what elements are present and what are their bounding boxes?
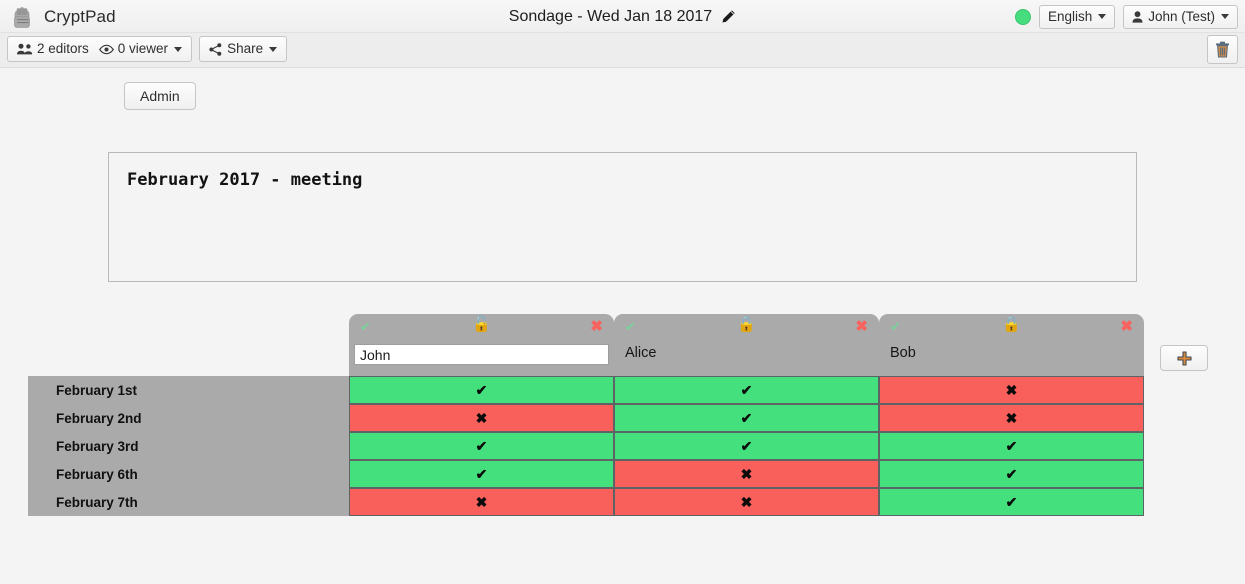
user-label: John (Test)	[1148, 8, 1215, 24]
poll-header-row: ✔ 🔓 ✖ ✔ 🔒 ✖ Alice ✔ 🔒 ✖ Bob	[28, 314, 1240, 376]
users-icon	[17, 43, 33, 55]
page-title: Sondage - Wed Jan 18 2017	[508, 7, 713, 25]
poll-row-label: February 6th	[28, 460, 349, 488]
remove-x-icon[interactable]: ✖	[590, 318, 603, 335]
pencil-check-icon[interactable]: ✔	[625, 319, 636, 334]
poll-row-label: February 2nd	[28, 404, 349, 432]
chevron-down-icon	[174, 46, 183, 52]
viewers-group: 0 viewer	[98, 41, 169, 57]
viewers-label: 0 viewer	[117, 41, 169, 56]
column-name-input-john[interactable]	[354, 344, 609, 365]
share-icon	[209, 42, 222, 56]
locked-padlock-icon[interactable]: 🔒	[1002, 316, 1021, 333]
delete-button[interactable]	[1207, 35, 1238, 64]
table-row: February 3rd ✔ ✔ ✔	[28, 432, 1240, 460]
userlist-button[interactable]: 2 editors 0 viewer	[7, 36, 193, 62]
user-icon	[1132, 10, 1143, 23]
vote-cell-bob-1[interactable]: ✖	[879, 376, 1144, 404]
pencil-icon[interactable]	[721, 9, 736, 24]
chevron-down-icon	[269, 46, 278, 52]
vote-cell-alice-1[interactable]: ✔	[614, 376, 879, 404]
chevron-down-icon	[1221, 14, 1229, 19]
vote-cell-john-2[interactable]: ✖	[349, 404, 614, 432]
cryptpad-fist-logo	[14, 6, 30, 28]
table-row: February 1st ✔ ✔ ✖	[28, 376, 1240, 404]
vote-cell-bob-3[interactable]: ✔	[879, 432, 1144, 460]
poll-header-spacer	[28, 314, 349, 376]
column-header-icons: ✔ 🔓 ✖	[349, 314, 614, 342]
language-button[interactable]: English	[1038, 4, 1116, 29]
pencil-check-icon[interactable]: ✔	[890, 319, 901, 334]
column-header-icons: ✔ 🔒 ✖	[879, 314, 1144, 342]
plus-icon	[1176, 350, 1192, 366]
vote-cell-bob-4[interactable]: ✔	[879, 460, 1144, 488]
user-menu-button[interactable]: John (Test)	[1123, 4, 1238, 29]
poll-description-text: February 2017 - meeting	[127, 170, 363, 190]
remove-x-icon[interactable]: ✖	[855, 318, 868, 335]
green-connection-dot	[1014, 8, 1031, 25]
vote-cell-bob-2[interactable]: ✖	[879, 404, 1144, 432]
vote-cell-john-4[interactable]: ✔	[349, 460, 614, 488]
chevron-down-icon	[1098, 14, 1107, 19]
brand-name: CryptPad	[44, 6, 116, 26]
poll-column-header-alice: ✔ 🔒 ✖ Alice	[614, 314, 879, 376]
column-header-icons: ✔ 🔒 ✖	[614, 314, 879, 342]
locked-padlock-icon[interactable]: 🔒	[737, 316, 756, 333]
admin-button-label: Admin	[140, 88, 180, 104]
vote-cell-alice-4[interactable]: ✖	[614, 460, 879, 488]
vote-cell-bob-5[interactable]: ✔	[879, 488, 1144, 516]
sub-toolbar: 2 editors 0 viewer Share	[0, 33, 1245, 68]
brand: CryptPad	[8, 0, 116, 33]
share-label: Share	[227, 41, 264, 56]
add-column-button[interactable]	[1160, 345, 1208, 371]
poll-description-box[interactable]: February 2017 - meeting	[108, 152, 1137, 282]
remove-x-icon[interactable]: ✖	[1120, 318, 1133, 335]
poll-row-label: February 3rd	[28, 432, 349, 460]
top-right-controls: English John (Test)	[1014, 0, 1238, 33]
table-row: February 2nd ✖ ✔ ✖	[28, 404, 1240, 432]
trash-icon	[1216, 41, 1229, 58]
eye-icon	[98, 44, 114, 54]
vote-cell-john-5[interactable]: ✖	[349, 488, 614, 516]
top-toolbar: CryptPad Sondage - Wed Jan 18 2017 Engli…	[0, 0, 1245, 33]
share-button[interactable]: Share	[199, 36, 288, 62]
column-name-label-bob: Bob	[890, 345, 916, 361]
poll-column-header-john: ✔ 🔓 ✖	[349, 314, 614, 376]
editors-label: 2 editors	[37, 41, 89, 56]
vote-cell-alice-2[interactable]: ✔	[614, 404, 879, 432]
unlocked-padlock-icon[interactable]: 🔓	[472, 316, 491, 333]
admin-button[interactable]: Admin	[124, 82, 196, 110]
table-row: February 6th ✔ ✖ ✔	[28, 460, 1240, 488]
language-label: English	[1047, 8, 1093, 24]
column-name-label-alice: Alice	[625, 345, 657, 361]
table-row: February 7th ✖ ✖ ✔	[28, 488, 1240, 516]
vote-cell-alice-5[interactable]: ✖	[614, 488, 879, 516]
poll-row-label: February 1st	[28, 376, 349, 404]
vote-cell-john-3[interactable]: ✔	[349, 432, 614, 460]
poll-column-header-bob: ✔ 🔒 ✖ Bob	[879, 314, 1144, 376]
editors-group: 2 editors	[17, 41, 89, 57]
sub-toolbar-left: 2 editors 0 viewer Share	[7, 36, 288, 62]
poll-row-label: February 7th	[28, 488, 349, 516]
pencil-check-icon[interactable]: ✔	[360, 319, 371, 334]
vote-cell-john-1[interactable]: ✔	[349, 376, 614, 404]
vote-cell-alice-3[interactable]: ✔	[614, 432, 879, 460]
add-column-cell	[1144, 314, 1240, 516]
